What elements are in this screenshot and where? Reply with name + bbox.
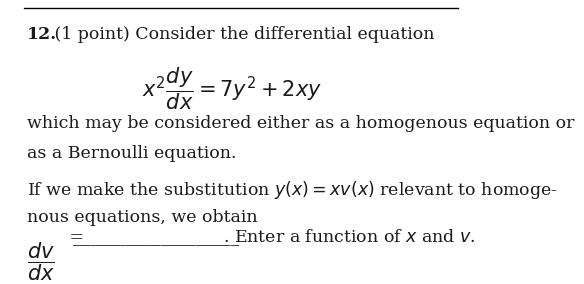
Text: If we make the substitution $y(x) = xv(x)$ relevant to homoge-: If we make the substitution $y(x) = xv(x… [27, 179, 558, 201]
Text: as a Bernoulli equation.: as a Bernoulli equation. [27, 145, 237, 162]
Text: (1 point) Consider the differential equation: (1 point) Consider the differential equa… [49, 26, 434, 43]
Text: $\dfrac{dv}{dx}$: $\dfrac{dv}{dx}$ [27, 241, 55, 283]
Text: . Enter a function of $x$ and $v$.: . Enter a function of $x$ and $v$. [223, 229, 475, 246]
Text: =: = [64, 229, 84, 246]
Text: ___________________: ___________________ [73, 229, 239, 246]
Text: which may be considered either as a homogenous equation or: which may be considered either as a homo… [27, 115, 574, 132]
Text: $x^2\dfrac{dy}{dx} = 7y^2 + 2xy$: $x^2\dfrac{dy}{dx} = 7y^2 + 2xy$ [142, 65, 322, 112]
Text: 12.: 12. [27, 26, 57, 43]
Text: nous equations, we obtain: nous equations, we obtain [27, 209, 258, 226]
